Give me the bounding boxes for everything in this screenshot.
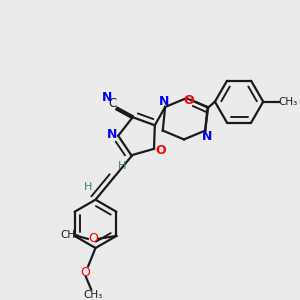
Text: CH₃: CH₃ [83, 290, 102, 300]
Text: O: O [184, 94, 194, 107]
Text: CH₃: CH₃ [61, 230, 80, 240]
Text: CH₃: CH₃ [279, 97, 298, 107]
Text: O: O [88, 232, 98, 245]
Text: H: H [84, 182, 92, 192]
Text: N: N [158, 94, 169, 108]
Text: N: N [106, 128, 117, 141]
Text: O: O [80, 266, 90, 279]
Text: O: O [155, 144, 166, 157]
Text: C: C [109, 97, 117, 110]
Text: N: N [102, 91, 112, 104]
Text: N: N [202, 130, 212, 143]
Text: H: H [118, 161, 126, 171]
